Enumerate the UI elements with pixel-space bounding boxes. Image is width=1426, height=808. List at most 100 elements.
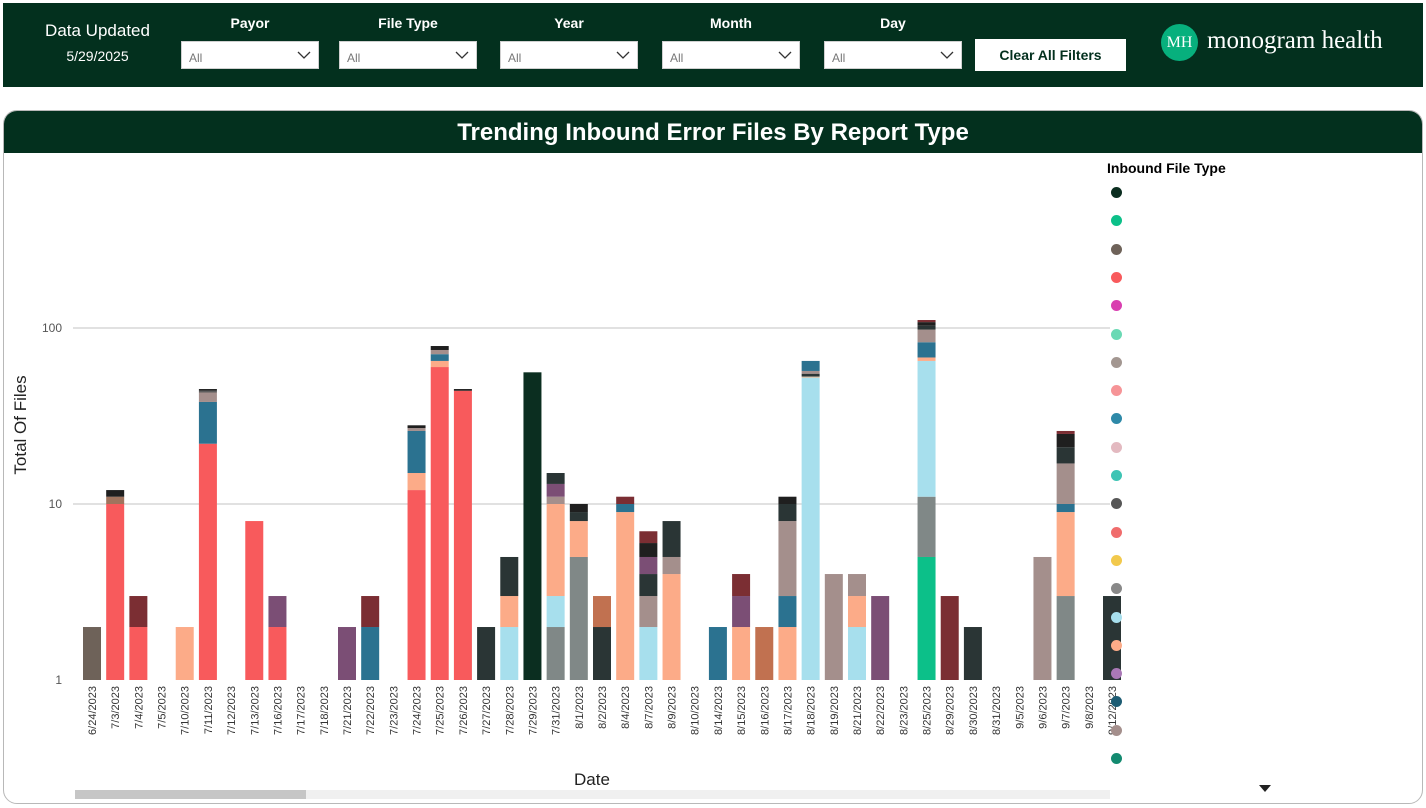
bar-segment[interactable] [871, 596, 890, 680]
legend-swatch[interactable] [1111, 668, 1122, 680]
bar-segment[interactable] [639, 574, 658, 597]
bar-segment[interactable] [778, 627, 797, 680]
legend-swatch[interactable] [1111, 271, 1122, 283]
bar-segment[interactable] [639, 543, 658, 557]
legend-swatch[interactable] [1111, 724, 1122, 736]
bar-segment[interactable] [824, 574, 843, 680]
bar-segment[interactable] [801, 376, 820, 378]
bar-segment[interactable] [106, 490, 125, 497]
bar-segment[interactable] [917, 360, 936, 497]
bar-segment[interactable] [917, 325, 936, 330]
bar-segment[interactable] [453, 389, 472, 391]
bar-segment[interactable] [268, 596, 287, 628]
bar-segment[interactable] [917, 322, 936, 326]
bar-segment[interactable] [778, 504, 797, 522]
legend-swatch[interactable] [1111, 243, 1122, 255]
bar-segment[interactable] [1056, 512, 1075, 597]
legend-swatch[interactable] [1111, 300, 1122, 312]
bar-segment[interactable] [430, 360, 449, 368]
legend-swatch[interactable] [1111, 554, 1122, 566]
file-type-select[interactable]: All [339, 41, 477, 69]
bar-segment[interactable] [801, 360, 820, 371]
bar-segment[interactable] [1056, 596, 1075, 680]
clear-all-filters-button[interactable]: Clear All Filters [975, 39, 1126, 71]
bar-segment[interactable] [569, 556, 588, 680]
bar-segment[interactable] [616, 496, 635, 504]
bar-segment[interactable] [639, 627, 658, 680]
horizontal-scrollbar[interactable] [75, 790, 1110, 799]
bar-segment[interactable] [338, 627, 356, 680]
bar-segment[interactable] [407, 428, 426, 431]
legend-swatch[interactable] [1111, 753, 1122, 764]
bar-segment[interactable] [500, 596, 519, 628]
bar-segment[interactable] [616, 512, 635, 680]
bar-segment[interactable] [801, 373, 820, 377]
bar-segment[interactable] [778, 496, 797, 504]
bar-segment[interactable] [848, 574, 866, 597]
bar-segment[interactable] [940, 596, 959, 680]
bar-segment[interactable] [245, 521, 264, 680]
bar-segment[interactable] [198, 443, 217, 680]
bar-segment[interactable] [708, 627, 727, 680]
bar-segment[interactable] [407, 430, 426, 474]
legend-swatch[interactable] [1111, 441, 1122, 453]
bar-segment[interactable] [1056, 447, 1075, 464]
bar-segment[interactable] [407, 490, 426, 680]
bar-segment[interactable] [1056, 433, 1075, 448]
bar-segment[interactable] [778, 521, 797, 597]
legend-swatch[interactable] [1111, 385, 1122, 397]
bar-segment[interactable] [639, 531, 658, 544]
bar-segment[interactable] [129, 627, 148, 680]
bar-segment[interactable] [917, 357, 936, 361]
bar-segment[interactable] [83, 627, 101, 680]
bar-segment[interactable] [593, 627, 611, 680]
bar-segment[interactable] [430, 349, 449, 355]
bar-segment[interactable] [639, 596, 658, 628]
bar-segment[interactable] [175, 627, 194, 680]
bar-segment[interactable] [616, 504, 635, 513]
bar-segment[interactable] [917, 320, 936, 323]
bar-segment[interactable] [801, 370, 820, 374]
payor-select[interactable]: All [181, 41, 319, 69]
bar-segment[interactable] [198, 389, 217, 391]
scrollbar-thumb[interactable] [75, 790, 306, 799]
bar-segment[interactable] [848, 627, 866, 680]
legend-swatch[interactable] [1111, 583, 1122, 595]
legend-swatch[interactable] [1111, 639, 1122, 651]
bar-segment[interactable] [662, 521, 681, 557]
bar-segment[interactable] [546, 473, 565, 484]
bar-segment[interactable] [106, 496, 125, 504]
legend-swatch[interactable] [1111, 215, 1122, 227]
bar-segment[interactable] [778, 596, 797, 628]
day-select[interactable]: All [824, 41, 962, 69]
bar-segment[interactable] [430, 367, 449, 680]
bar-segment[interactable] [662, 574, 681, 680]
bar-segment[interactable] [407, 425, 426, 429]
bar-segment[interactable] [546, 596, 565, 628]
legend-swatch[interactable] [1111, 611, 1122, 623]
bar-segment[interactable] [477, 627, 496, 680]
bar-segment[interactable] [917, 556, 936, 680]
bar-segment[interactable] [1056, 463, 1075, 504]
bar-segment[interactable] [569, 512, 588, 522]
legend-swatch[interactable] [1111, 328, 1122, 340]
bar-segment[interactable] [523, 372, 542, 680]
bar-segment[interactable] [361, 627, 380, 680]
bar-segment[interactable] [1056, 430, 1075, 434]
bar-segment[interactable] [732, 627, 751, 680]
bar-segment[interactable] [569, 521, 588, 557]
bar-segment[interactable] [453, 390, 472, 680]
bar-segment[interactable] [198, 401, 217, 444]
bar-segment[interactable] [198, 392, 217, 402]
month-select[interactable]: All [662, 41, 800, 69]
bar-segment[interactable] [268, 627, 287, 680]
bar-segment[interactable] [755, 627, 774, 680]
bar-segment[interactable] [546, 627, 565, 680]
bar-segment[interactable] [963, 627, 982, 680]
bar-segment[interactable] [593, 596, 611, 628]
bar-segment[interactable] [639, 556, 658, 575]
bar-segment[interactable] [801, 377, 820, 680]
bar-segment[interactable] [1033, 556, 1052, 680]
legend-swatch[interactable] [1111, 356, 1122, 368]
legend-swatch[interactable] [1111, 413, 1122, 425]
